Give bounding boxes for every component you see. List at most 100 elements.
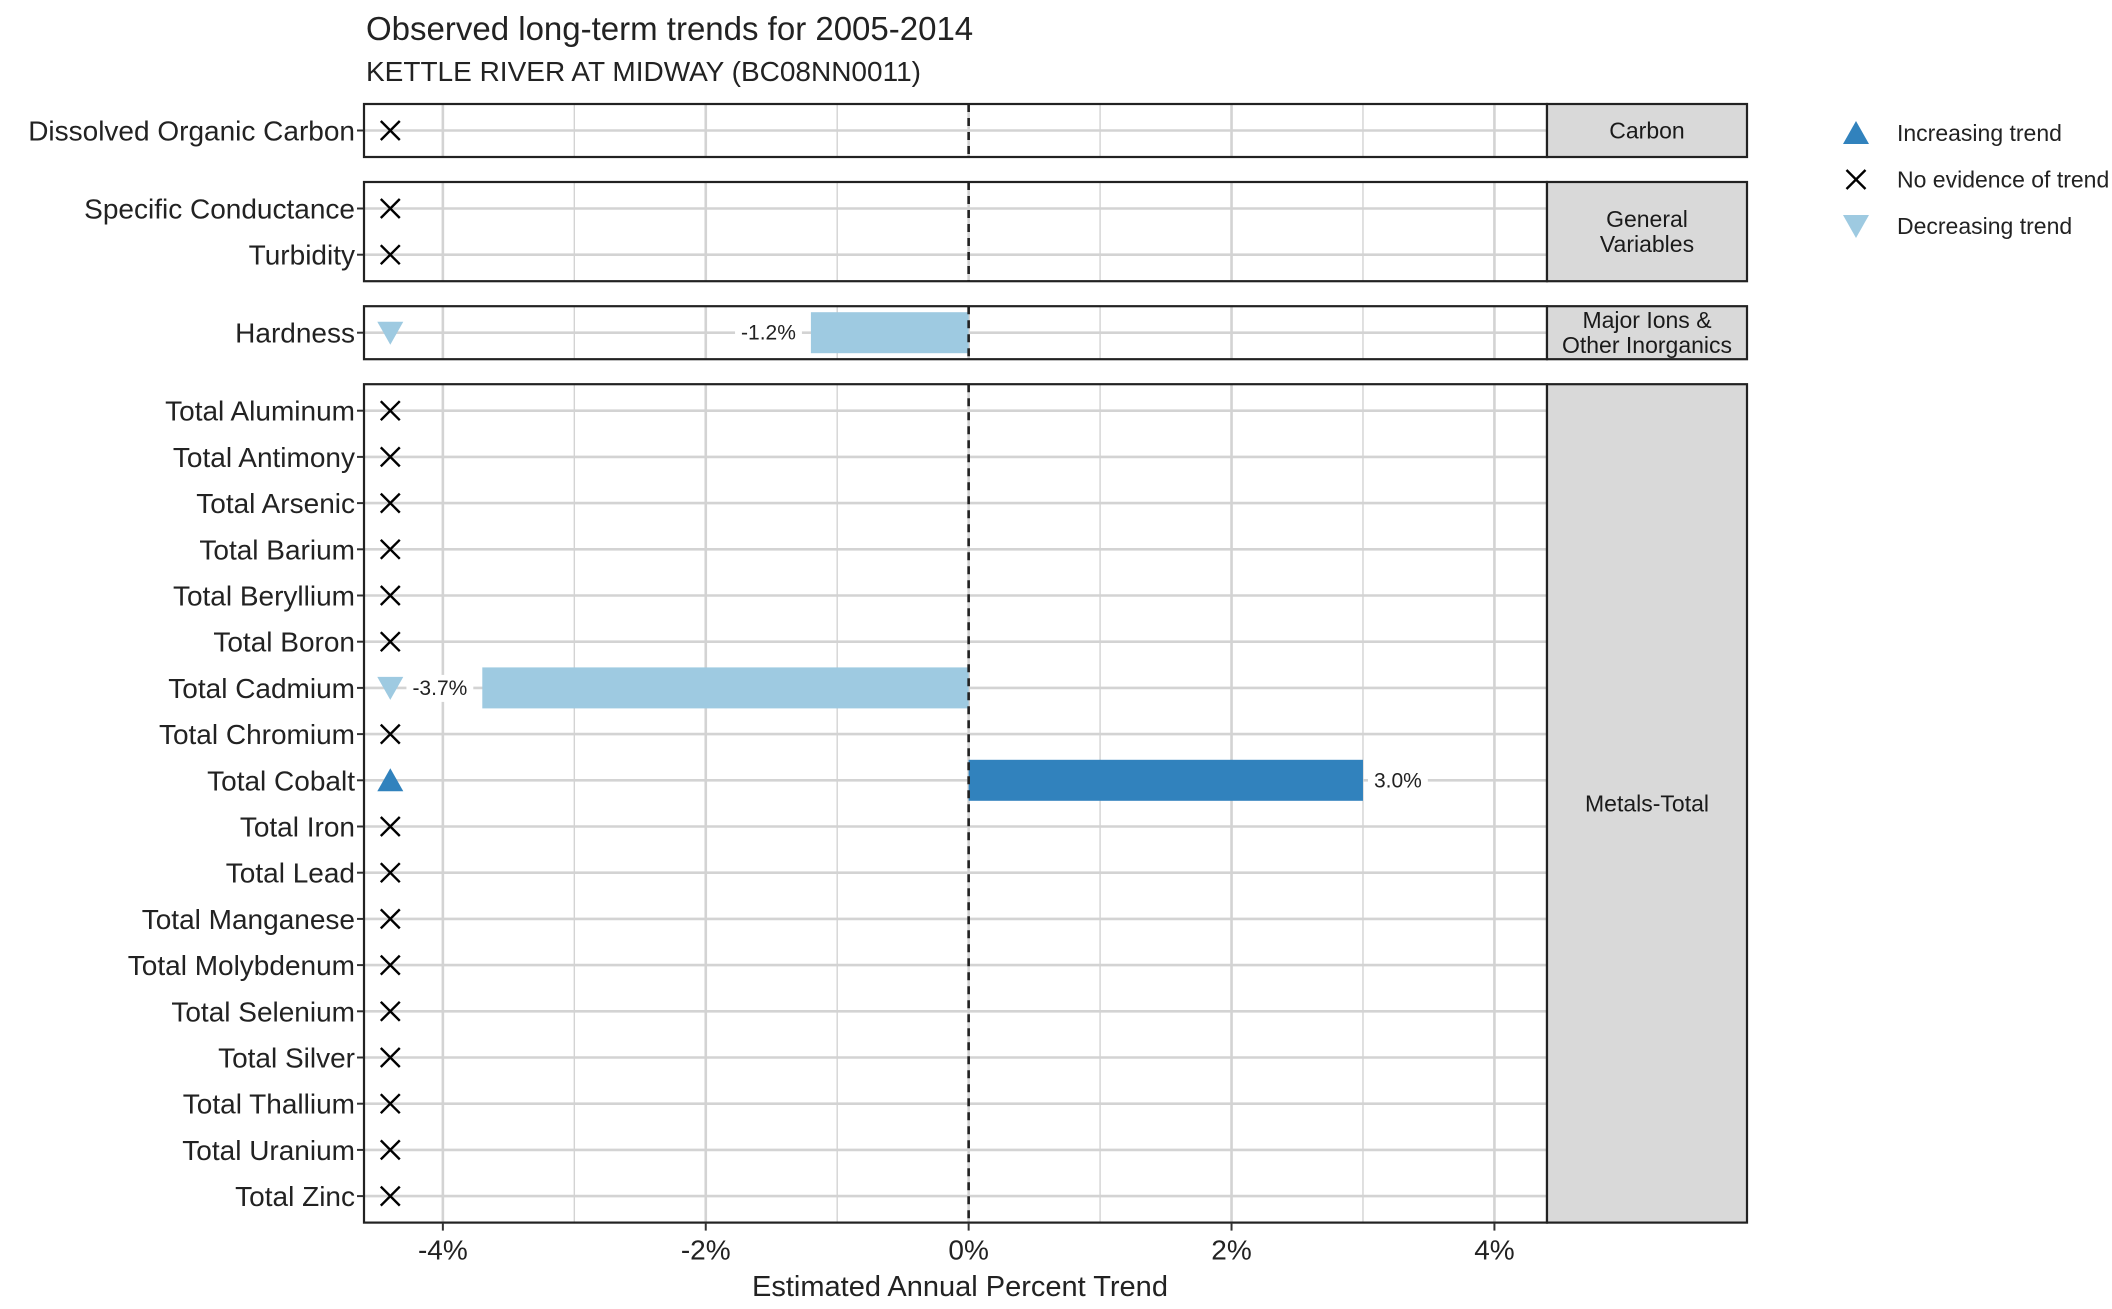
y-tick-label-hardness: Hardness — [235, 318, 355, 349]
strip-background — [1545, 305, 1749, 361]
y-tick-label-total-barium: Total Barium — [199, 534, 355, 565]
x-mark-stroke — [1845, 169, 1867, 190]
x-mark-stroke — [379, 954, 401, 976]
trend-marker-total-chromium — [379, 723, 401, 745]
y-tick-label-total-silver: Total Silver — [218, 1043, 355, 1074]
y-tick-label-total-boron: Total Boron — [213, 627, 355, 658]
data-label-hardness: -1.2% — [741, 322, 796, 345]
legend-key-decreasing — [1843, 215, 1869, 238]
legend-key-increasing — [1843, 121, 1869, 144]
x-tick-label-4: -4% — [418, 1235, 468, 1266]
trend-marker-specific-conductance — [379, 198, 401, 219]
trend-marker-total-cadmium — [377, 676, 404, 700]
x-tick-label-2: -2% — [681, 1235, 731, 1266]
trend-marker-total-beryllium — [379, 585, 401, 606]
facet-major-ions-other-inorganics: -1.2% Hardness Major Ions &Other Inorganic… — [235, 305, 1749, 361]
x-mark-stroke — [379, 1139, 401, 1161]
x-mark-stroke — [379, 816, 401, 837]
chart-title: Observed long-term trends for 2005-2014 — [366, 10, 973, 47]
trend-marker-turbidity — [379, 244, 401, 266]
x-axis: -4% -2% 0% 2% 4% — [418, 1222, 1515, 1266]
x-mark-stroke — [379, 1185, 401, 1207]
facet-metals-total: Total Aluminum Total Antimony Total Arseni… — [128, 383, 1749, 1224]
x-mark-stroke — [379, 1047, 401, 1068]
strip-background — [1545, 180, 1749, 283]
x-tick-label-2: 2% — [1211, 1235, 1251, 1266]
legend-key-none — [1845, 169, 1867, 190]
strip-label-carbon: Carbon — [1609, 118, 1684, 144]
data-label-background — [1367, 767, 1428, 795]
y-tick-label-total-cobalt: Total Cobalt — [207, 765, 355, 796]
legend: Increasing trend No evidence of trend Decr… — [1843, 120, 2109, 239]
y-tick-label-turbidity: Turbidity — [249, 240, 355, 271]
trend-marker-hardness — [377, 321, 404, 345]
trend-marker-total-barium — [379, 538, 401, 560]
trend-marker-total-aluminum — [379, 400, 401, 422]
x-tick-label-4: 4% — [1474, 1235, 1514, 1266]
trend-marker-total-lead — [379, 862, 401, 884]
y-tick-label-total-lead: Total Lead — [226, 858, 355, 889]
trend-marker-total-zinc — [379, 1185, 401, 1207]
chart-subtitle: KETTLE RIVER AT MIDWAY (BC08NN0011) — [366, 56, 921, 87]
data-label-total-cadmium: -3.7% — [412, 677, 467, 700]
trend-marker-dissolved-organic-carbon — [379, 120, 401, 141]
x-mark-stroke — [379, 862, 401, 884]
x-mark-stroke — [379, 585, 401, 606]
legend-label-decreasing: Decreasing trend — [1897, 213, 2072, 239]
x-mark-stroke — [379, 538, 401, 560]
facet-general-variables: Specific Conductance Turbidity GeneralVari… — [84, 180, 1749, 283]
panel-background — [364, 182, 1547, 282]
strip-label-variables: Variables — [1600, 231, 1694, 257]
data-label-background — [735, 319, 802, 347]
strip-background — [1545, 102, 1749, 159]
x-mark-stroke — [379, 1000, 401, 1022]
bar-hardness — [810, 312, 969, 354]
legend-label-increasing: Increasing trend — [1897, 120, 2062, 146]
x-mark-stroke — [379, 446, 401, 468]
trend-marker-total-molybdenum — [379, 954, 401, 976]
trend-marker-total-boron — [379, 631, 401, 653]
x-mark-stroke — [379, 198, 401, 219]
strip-label-metals-total: Metals-Total — [1585, 790, 1709, 816]
trend-marker-total-selenium — [379, 1000, 401, 1022]
data-label-background — [406, 674, 474, 702]
y-tick-label-total-iron: Total Iron — [240, 812, 355, 843]
strip-label-major-ions: Major Ions & — [1582, 307, 1711, 333]
y-tick-label-total-beryllium: Total Beryllium — [173, 581, 355, 612]
y-tick-label-total-arsenic: Total Arsenic — [196, 488, 355, 519]
trend-marker-total-arsenic — [379, 492, 401, 514]
y-tick-label-total-manganese: Total Manganese — [142, 904, 355, 935]
trend-marker-total-cobalt — [377, 768, 404, 792]
x-mark-stroke — [379, 723, 401, 745]
facet-panels: Dissolved Organic Carbon Carbon Specific C… — [28, 102, 1749, 1266]
x-mark-stroke — [379, 492, 401, 514]
y-tick-label-total-zinc: Total Zinc — [235, 1181, 355, 1212]
trend-marker-total-manganese — [379, 908, 401, 930]
trend-marker-total-thallium — [379, 1093, 401, 1115]
panel-background — [364, 384, 1547, 1223]
x-tick-label-0: 0% — [948, 1235, 988, 1266]
y-tick-label-total-uranium: Total Uranium — [182, 1135, 355, 1166]
x-axis-label: Estimated Annual Percent Trend — [752, 1271, 1168, 1303]
y-tick-label-total-antimony: Total Antimony — [173, 442, 355, 473]
trend-marker-total-silver — [379, 1047, 401, 1068]
trend-marker-total-antimony — [379, 446, 401, 468]
strip-background — [1545, 383, 1749, 1224]
data-label-total-cobalt: 3.0% — [1374, 769, 1422, 792]
y-tick-label-dissolved-organic-carbon: Dissolved Organic Carbon — [28, 116, 355, 147]
y-tick-label-total-thallium: Total Thallium — [183, 1089, 355, 1120]
y-tick-label-total-molybdenum: Total Molybdenum — [128, 950, 355, 981]
facet-carbon: Dissolved Organic Carbon Carbon — [28, 102, 1749, 159]
x-mark-stroke — [379, 400, 401, 422]
x-mark-stroke — [379, 1093, 401, 1115]
trend-marker-total-uranium — [379, 1139, 401, 1161]
strip-label-general: General — [1606, 206, 1688, 232]
legend-label-none: No evidence of trend — [1897, 167, 2109, 193]
x-mark-stroke — [379, 908, 401, 930]
x-mark-stroke — [379, 631, 401, 653]
x-mark-stroke — [379, 244, 401, 266]
trend-marker-total-iron — [379, 816, 401, 837]
y-tick-label-specific-conductance: Specific Conductance — [84, 194, 355, 225]
